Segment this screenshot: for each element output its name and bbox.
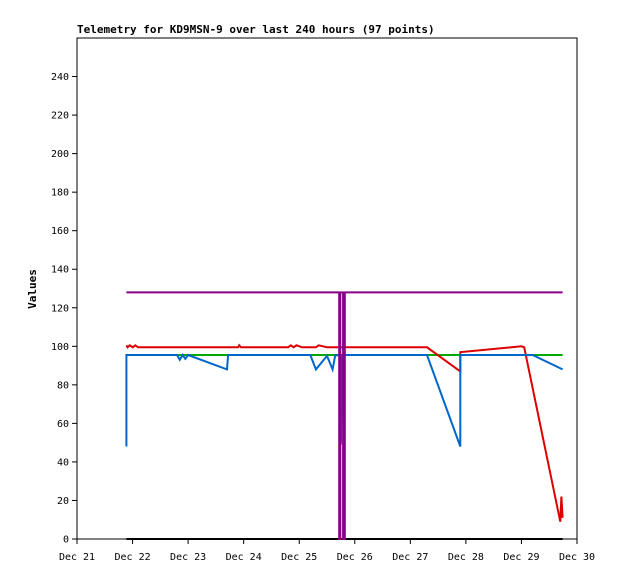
chart-title: Telemetry for KD9MSN-9 over last 240 hou… (77, 23, 435, 36)
y-tick-label: 20 (57, 496, 69, 507)
y-tick-label: 0 (63, 535, 69, 546)
x-tick-label: Dec 30 (559, 552, 595, 563)
x-tick-label: Dec 27 (392, 552, 428, 563)
x-tick-label: Dec 29 (503, 552, 539, 563)
x-tick-label: Dec 22 (114, 552, 150, 563)
y-tick-label: 240 (51, 72, 69, 83)
y-tick-label: 80 (57, 380, 69, 391)
x-tick-label: Dec 24 (226, 552, 262, 563)
y-axis-label: Values (26, 269, 39, 309)
y-axis: 0 20 40 60 80 100 120 140 160 180 200 220 240 (51, 72, 77, 546)
x-tick-label: Dec 26 (337, 552, 373, 563)
series-line-4 (126, 291, 563, 540)
x-tick-label: Dec 25 (281, 552, 317, 563)
series-lines (125, 291, 564, 540)
y-tick-label: 120 (51, 303, 69, 314)
y-tick-label: 140 (51, 265, 69, 276)
plot-area-frame (76, 37, 578, 540)
x-tick-label: Dec 21 (59, 552, 95, 563)
y-tick-label: 60 (57, 419, 69, 430)
y-tick-label: 180 (51, 188, 69, 199)
x-axis: Dec 21 Dec 22 Dec 23 Dec 24 Dec 25 Dec 26 Dec … (59, 539, 595, 563)
y-tick-label: 220 (51, 111, 69, 122)
y-tick-label: 200 (51, 149, 69, 160)
x-tick-label: Dec 23 (170, 552, 206, 563)
y-tick-label: 160 (51, 226, 69, 237)
y-tick-label: 40 (57, 457, 69, 468)
series-line-3 (125, 353, 564, 447)
x-tick-label: Dec 28 (448, 552, 484, 563)
series-line-2 (125, 343, 564, 522)
y-tick-label: 100 (51, 342, 69, 353)
